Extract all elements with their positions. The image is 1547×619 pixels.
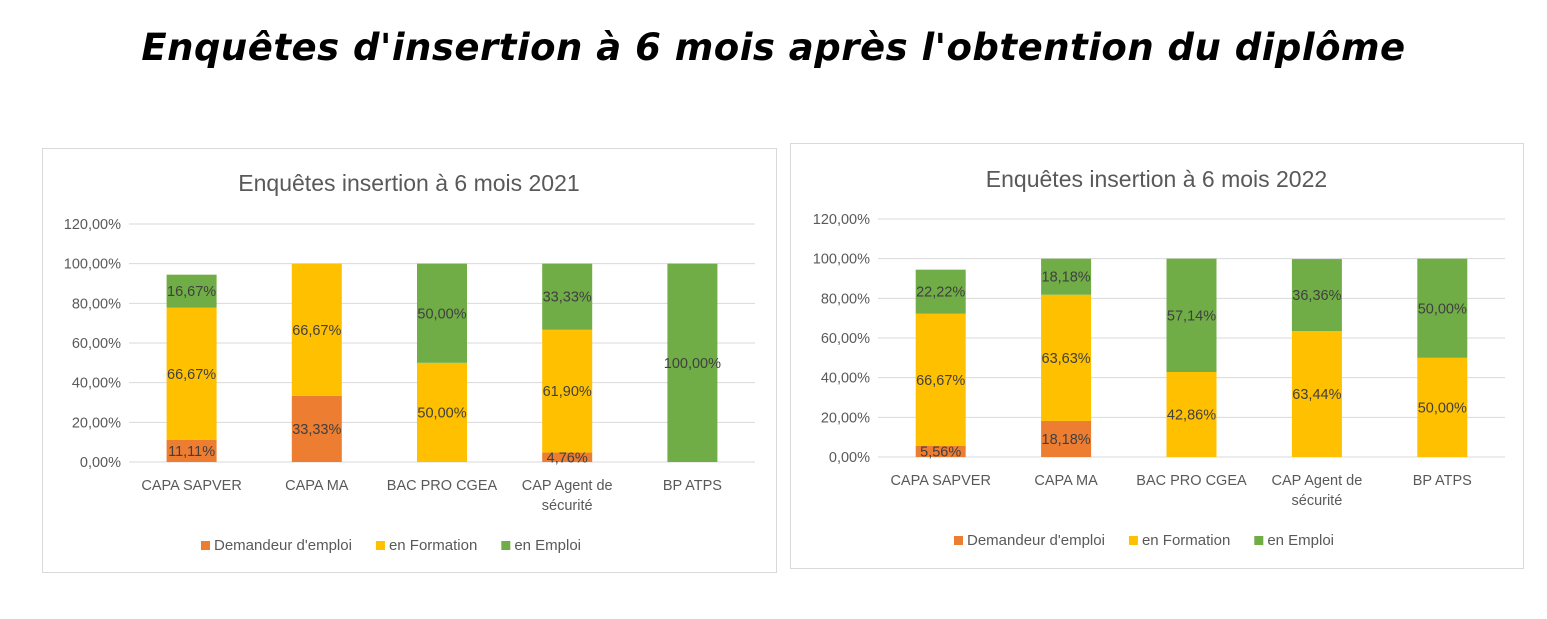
- legend-label: Demandeur d'emploi: [214, 537, 352, 554]
- y-tick-label: 20,00%: [821, 410, 870, 426]
- data-label: 50,00%: [417, 405, 466, 421]
- bar-segment: [1166, 258, 1217, 372]
- y-tick-label: 0,00%: [829, 450, 870, 466]
- data-label: 18,18%: [1042, 432, 1091, 448]
- y-tick-label: 100,00%: [813, 252, 870, 268]
- page-title: Enquêtes d'insertion à 6 mois après l'ob…: [141, 26, 1406, 69]
- data-label: 66,67%: [167, 367, 216, 383]
- bar-segment: [1041, 258, 1092, 295]
- bar-segment: [915, 269, 966, 314]
- y-tick-label: 40,00%: [72, 376, 121, 392]
- x-tick-label: sécurité: [542, 498, 593, 514]
- y-tick-label: 40,00%: [821, 371, 870, 387]
- y-tick-label: 120,00%: [813, 212, 870, 228]
- data-label: 61,90%: [543, 384, 592, 400]
- bar-segment: [291, 395, 342, 462]
- legend-label: Demandeur d'emploi: [967, 532, 1105, 549]
- legend-label: en Emploi: [1267, 532, 1334, 549]
- chart-title: Enquêtes insertion à 6 mois 2021: [238, 170, 579, 196]
- bar-segment: [542, 263, 593, 330]
- legend-label: en Emploi: [514, 537, 581, 554]
- bar-segment: [1041, 294, 1092, 421]
- data-label: 63,44%: [1292, 387, 1341, 403]
- data-label: 16,67%: [167, 284, 216, 300]
- x-tick-label: CAPA SAPVER: [141, 478, 241, 494]
- data-label: 66,67%: [292, 323, 341, 339]
- chart-panel-2022: Enquêtes insertion à 6 mois 2022 0,00% 20,…: [790, 143, 1524, 569]
- bar-segment: [1041, 420, 1092, 457]
- bar-segment: [417, 362, 467, 462]
- x-tick-label: CAPA MA: [285, 478, 349, 494]
- y-tick-label: 0,00%: [80, 455, 121, 471]
- legend-swatch: [201, 541, 210, 550]
- legend-swatch: [1254, 536, 1264, 545]
- data-label: 33,33%: [292, 422, 341, 438]
- x-tick-label: sécurité: [1292, 493, 1343, 509]
- y-tick-label: 80,00%: [72, 296, 121, 312]
- x-tick-label: BP ATPS: [663, 478, 722, 494]
- chart-svg: Enquêtes insertion à 6 mois 2021 0,00% 20,…: [64, 170, 755, 554]
- data-label: 42,86%: [1167, 407, 1216, 423]
- data-label: 11,11%: [168, 444, 215, 460]
- bar-segment: [166, 274, 217, 308]
- x-tick-label: BAC PRO CGEA: [387, 478, 498, 494]
- chart-svg: Enquêtes insertion à 6 mois 2022 0,00% 20,…: [813, 166, 1505, 549]
- x-tick-label: CAPA SAPVER: [890, 473, 990, 489]
- bar-segment: [915, 445, 966, 457]
- data-label: 5,56%: [920, 444, 961, 460]
- data-label: 63,63%: [1042, 351, 1091, 367]
- bar-segment: [1166, 371, 1217, 457]
- bar-segment: [915, 313, 966, 446]
- bar-segment: [1291, 259, 1342, 332]
- legend-label: en Formation: [389, 537, 477, 554]
- data-label: 22,22%: [916, 285, 965, 301]
- data-label: 50,00%: [1418, 301, 1467, 317]
- bar-segment: [542, 329, 593, 453]
- legend-swatch: [954, 536, 963, 545]
- bar-segment: [291, 263, 342, 396]
- legend-swatch: [1128, 536, 1138, 545]
- x-tick-label: BP ATPS: [1413, 473, 1472, 489]
- bar-segment: [1417, 357, 1468, 457]
- data-label: 50,00%: [417, 306, 466, 322]
- x-tick-label: CAP Agent de: [522, 478, 613, 494]
- y-tick-label: 120,00%: [64, 217, 121, 233]
- y-tick-label: 100,00%: [64, 257, 121, 273]
- data-label: 4,76%: [547, 450, 588, 466]
- legend-swatch: [501, 541, 511, 550]
- x-tick-label: CAPA MA: [1034, 473, 1098, 489]
- data-label: 57,14%: [1167, 308, 1216, 324]
- bar-segment: [1291, 331, 1342, 457]
- legend-swatch: [375, 541, 385, 550]
- y-tick-label: 60,00%: [72, 336, 121, 352]
- bar-segment: [542, 452, 593, 462]
- data-label: 36,36%: [1292, 288, 1341, 304]
- x-tick-label: BAC PRO CGEA: [1136, 473, 1247, 489]
- chart-title: Enquêtes insertion à 6 mois 2022: [986, 166, 1327, 192]
- chart-panel-2021: Enquêtes insertion à 6 mois 2021 0,00% 20,…: [42, 148, 777, 573]
- data-label: 100,00%: [664, 356, 721, 372]
- bar-segment: [1417, 258, 1468, 358]
- legend-label: en Formation: [1142, 532, 1230, 549]
- data-label: 18,18%: [1042, 270, 1091, 286]
- bar-segment: [667, 263, 718, 462]
- bar-segment: [166, 439, 217, 462]
- x-tick-label: CAP Agent de: [1271, 473, 1362, 489]
- bar-segment: [417, 263, 467, 363]
- y-tick-label: 20,00%: [72, 415, 121, 431]
- y-tick-label: 80,00%: [821, 291, 870, 307]
- data-label: 66,67%: [916, 373, 965, 389]
- data-label: 33,33%: [543, 290, 592, 306]
- y-tick-label: 60,00%: [821, 331, 870, 347]
- bar-segment: [166, 307, 217, 440]
- data-label: 50,00%: [1418, 400, 1467, 416]
